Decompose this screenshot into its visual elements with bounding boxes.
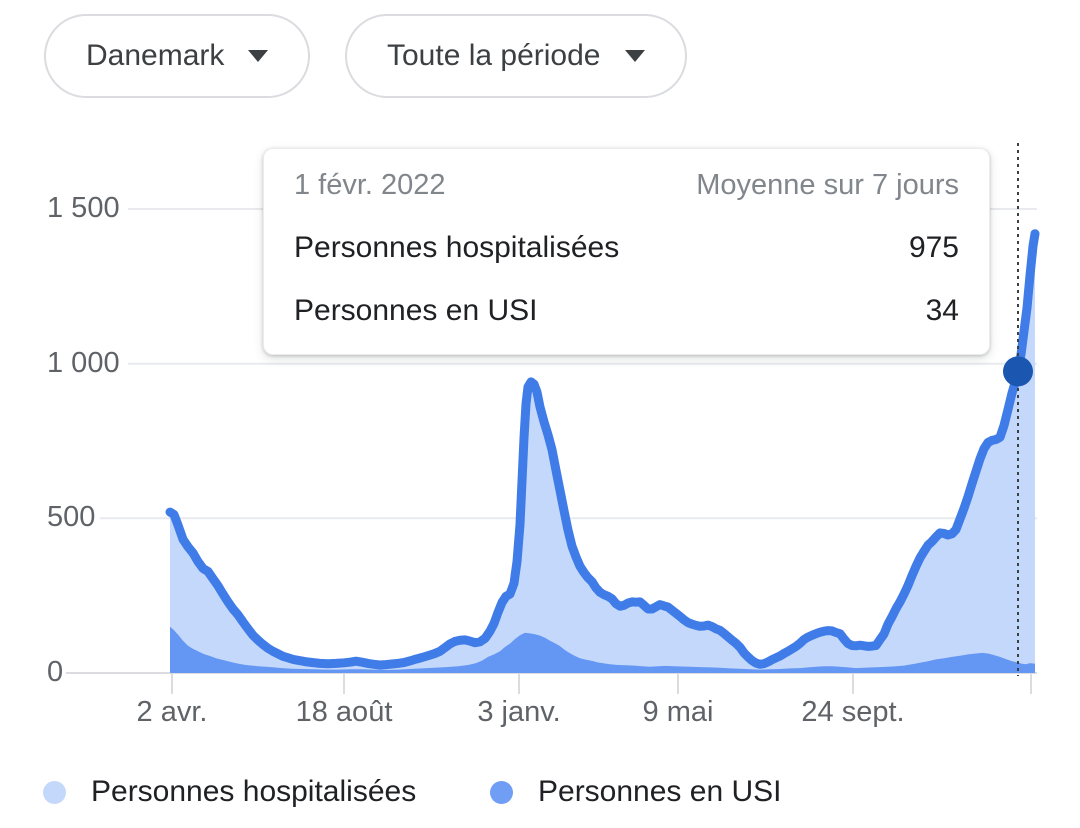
- tooltip-hospitalized-label: Personnes hospitalisées: [294, 231, 620, 264]
- chart-canvas[interactable]: [0, 0, 1080, 760]
- legend-item-icu: Personnes en USI: [490, 769, 781, 815]
- country-filter-label: Danemark: [86, 39, 225, 72]
- y-axis-label: 1 500: [47, 192, 120, 224]
- icu-series-dot-icon: [490, 780, 513, 804]
- tooltip-icu-label: Personnes en USI: [294, 294, 538, 327]
- tooltip-subtitle: Moyenne sur 7 jours: [696, 169, 959, 201]
- country-filter-button[interactable]: Danemark: [44, 14, 311, 98]
- legend-item-hospitalized: Personnes hospitalisées: [43, 769, 416, 815]
- chart-legend: Personnes hospitalisées Personnes en USI: [0, 769, 1080, 815]
- period-filter-button[interactable]: Toute la période: [345, 14, 687, 98]
- highlighted-point: [1003, 356, 1033, 387]
- legend-icu-label: Personnes en USI: [538, 775, 782, 808]
- legend-hospitalized-label: Personnes hospitalisées: [91, 775, 417, 808]
- y-axis-label: 1 000: [47, 346, 120, 379]
- chart-tooltip-card: 1 févr. 2022 Moyenne sur 7 jours Personn…: [263, 148, 990, 355]
- x-axis-label: 2 avr.: [136, 696, 208, 728]
- tooltip-date: 1 févr. 2022: [294, 169, 446, 201]
- chevron-down-icon: [248, 50, 269, 62]
- x-axis-label: 9 mai: [642, 696, 714, 728]
- x-axis-label: 24 sept.: [801, 696, 905, 728]
- x-axis-label: 18 août: [295, 696, 393, 728]
- x-axis-label: 3 janv.: [477, 696, 561, 728]
- y-axis-label: 500: [47, 501, 96, 534]
- period-filter-label: Toute la période: [387, 39, 601, 72]
- hospitalized-series-dot-icon: [43, 780, 66, 804]
- chevron-down-icon: [624, 50, 645, 62]
- tooltip-hospitalized-value: 975: [908, 231, 959, 264]
- tooltip-icu-value: 34: [925, 294, 959, 327]
- y-axis-label: 0: [47, 656, 64, 688]
